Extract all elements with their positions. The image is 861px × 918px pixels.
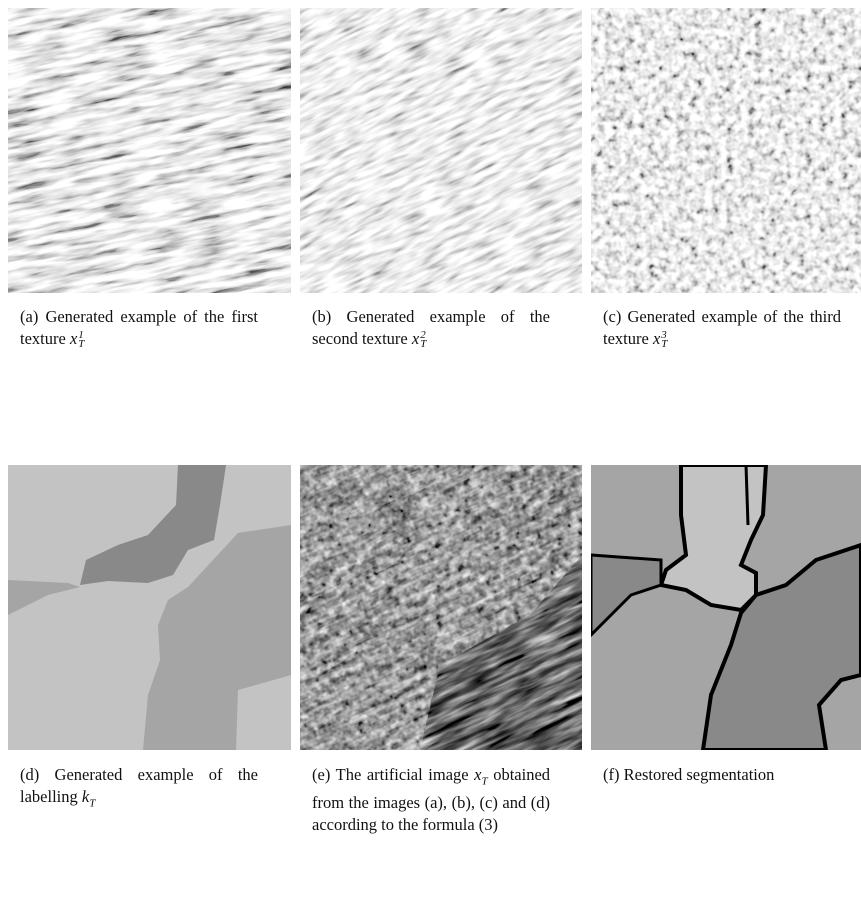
caption-text: T — [89, 797, 95, 809]
caption-text: T — [482, 775, 488, 787]
caption-text: Generated example of the first texture — [20, 307, 258, 348]
texture-c — [591, 8, 861, 293]
caption-text: T — [78, 340, 84, 349]
caption-text: x — [412, 329, 419, 348]
caption-text: Generated example of the labelling — [20, 765, 258, 806]
caption-text: Generated example of the second texture — [312, 307, 550, 348]
caption-text: x — [653, 329, 660, 348]
caption-a: (a) Generated example of the first textu… — [20, 306, 258, 350]
caption-c: (c) Generated example of the third textu… — [603, 306, 841, 350]
caption-f: (f) Restored segmentation — [603, 764, 841, 786]
caption-text: Restored segmentation — [624, 765, 775, 784]
caption-text: x — [474, 765, 481, 784]
caption-text: (a) — [20, 307, 38, 326]
segmentation-f — [591, 465, 861, 750]
caption-text: T — [661, 340, 667, 349]
caption-text: (f) — [603, 765, 619, 784]
caption-e: (e) The artificial image xT obtained fro… — [312, 764, 550, 836]
caption-text: (b) — [312, 307, 331, 326]
caption-text: The artificial image — [336, 765, 469, 784]
texture-a — [8, 8, 291, 293]
caption-text: (c) — [603, 307, 621, 326]
caption-text: Generated example of the third texture — [603, 307, 841, 348]
artificial-image-e — [300, 465, 582, 750]
caption-b: (b) Generated example of the second text… — [312, 306, 550, 350]
caption-d: (d) Generated example of the labelling k… — [20, 764, 258, 814]
caption-text: x — [70, 329, 77, 348]
caption-text: T — [420, 340, 426, 349]
texture-b — [300, 8, 582, 293]
caption-text: (e) — [312, 765, 330, 784]
labelling-d — [8, 465, 291, 750]
caption-text: (d) — [20, 765, 39, 784]
figure: (a) Generated example of the first textu… — [0, 0, 861, 918]
